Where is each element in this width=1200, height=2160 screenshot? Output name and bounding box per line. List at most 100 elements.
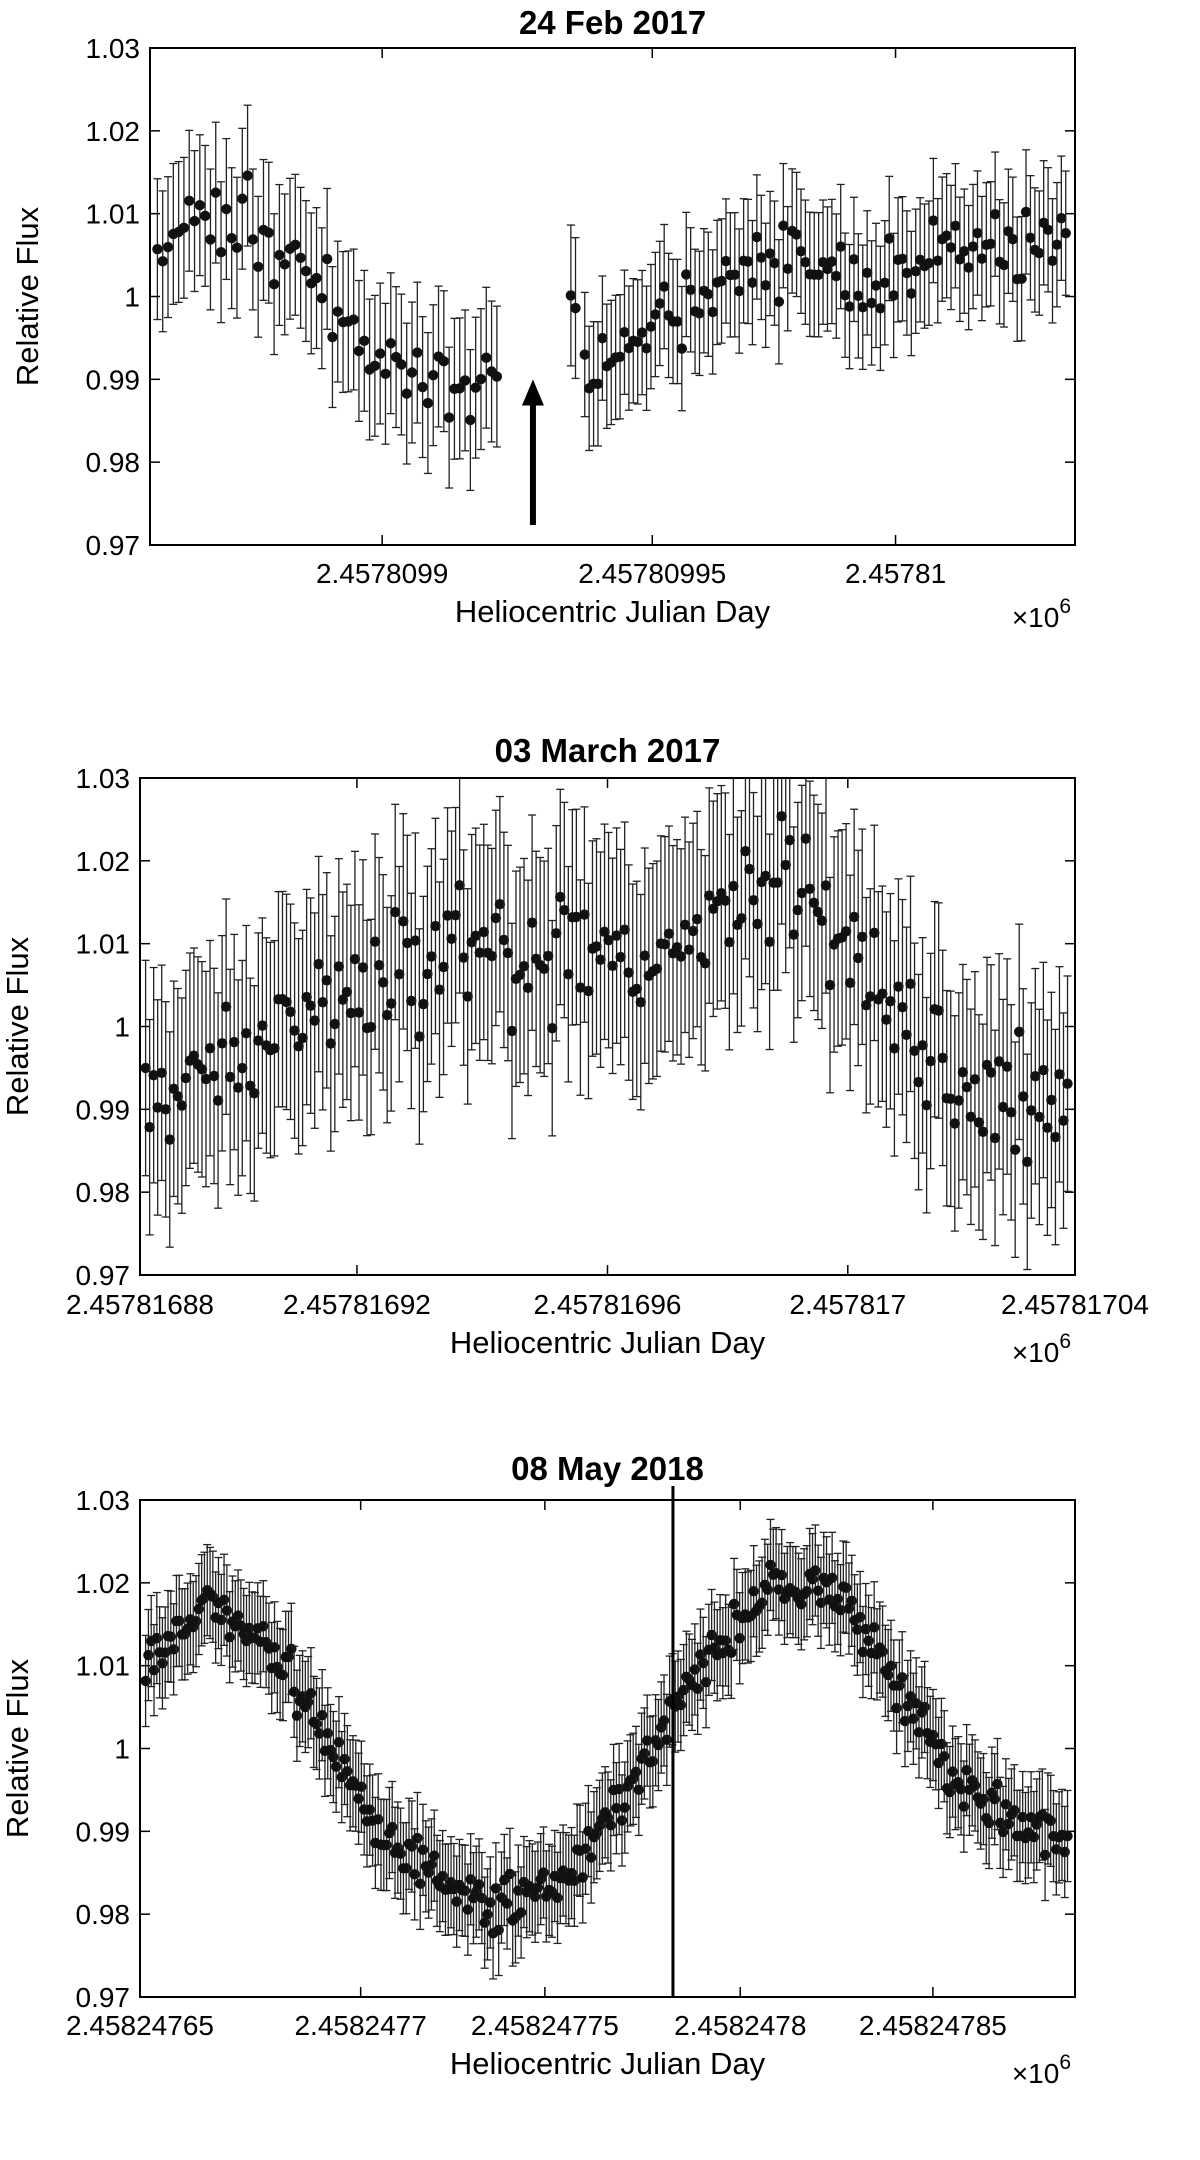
- x-tick-label: 2.457817: [789, 1289, 906, 1320]
- data-point: [685, 284, 696, 296]
- data-point: [857, 302, 868, 313]
- data-point: [989, 1132, 1001, 1144]
- data-point: [993, 1056, 1005, 1067]
- data-point: [635, 996, 646, 1008]
- data-point: [428, 370, 439, 381]
- data-point: [716, 275, 727, 287]
- data-point: [451, 1896, 462, 1907]
- data-point: [216, 1614, 227, 1626]
- data-point: [897, 1001, 908, 1013]
- data-point: [365, 1021, 377, 1033]
- data-point: [941, 230, 952, 241]
- data-point: [795, 246, 807, 257]
- data-point: [854, 1611, 866, 1623]
- data-point: [348, 314, 359, 325]
- y-tick-label: 1.03: [86, 33, 141, 64]
- data-point: [840, 926, 852, 937]
- data-point: [332, 306, 343, 317]
- data-point: [353, 1007, 365, 1018]
- data-point: [1059, 1846, 1070, 1858]
- data-point: [676, 343, 688, 354]
- data-point: [143, 1649, 154, 1661]
- data-point: [619, 327, 630, 338]
- data-point: [740, 846, 751, 857]
- data-point: [321, 975, 332, 986]
- data-point: [882, 1669, 894, 1681]
- data-point: [700, 1676, 712, 1688]
- data-point: [658, 281, 670, 292]
- data-series: [140, 1518, 1073, 1980]
- data-point: [751, 231, 763, 243]
- data-point: [897, 253, 908, 264]
- data-point: [210, 187, 221, 198]
- data-point: [707, 306, 718, 318]
- data-point: [591, 941, 602, 952]
- data-point: [426, 1859, 437, 1870]
- y-tick-label: 0.99: [76, 1094, 131, 1125]
- data-point: [636, 327, 648, 338]
- data-point: [607, 960, 618, 972]
- data-point: [857, 931, 868, 942]
- data-point: [199, 210, 211, 222]
- chart-title: 08 May 2018: [511, 1450, 704, 1487]
- y-tick-label: 0.99: [86, 364, 141, 395]
- data-point: [947, 1766, 958, 1777]
- chart-title: 24 Feb 2017: [519, 4, 706, 41]
- y-tick-label: 0.98: [76, 1177, 131, 1208]
- data-point: [639, 950, 651, 961]
- data-point: [274, 249, 285, 261]
- data-point: [976, 253, 988, 264]
- data-point: [1042, 1122, 1053, 1133]
- data-point: [337, 994, 349, 1005]
- data-point: [748, 1586, 759, 1597]
- data-point: [776, 1569, 787, 1581]
- data-point: [369, 360, 381, 372]
- data-point: [675, 1699, 687, 1711]
- data-point: [359, 335, 370, 347]
- data-point: [1014, 1026, 1025, 1038]
- data-point: [252, 261, 264, 272]
- data-point: [921, 1099, 932, 1111]
- data-point: [1058, 1115, 1069, 1126]
- data-point: [291, 1710, 303, 1721]
- data-point: [215, 247, 227, 258]
- data-point: [373, 960, 385, 971]
- data-point: [162, 241, 174, 253]
- data-point: [552, 1892, 563, 1904]
- x-multiplier: ×106: [1012, 1330, 1071, 1368]
- chart-title: 03 March 2017: [495, 732, 721, 769]
- data-point: [417, 381, 428, 393]
- data-point: [1050, 1131, 1061, 1143]
- data-point: [341, 986, 353, 998]
- data-point: [870, 280, 882, 291]
- data-point: [478, 926, 489, 938]
- data-point: [906, 288, 917, 299]
- data-point: [919, 1701, 930, 1713]
- data-point: [563, 969, 574, 980]
- data-point: [438, 961, 449, 973]
- data-point: [328, 1751, 339, 1763]
- x-tick-label: 2.45781688: [66, 1289, 214, 1320]
- x-multiplier-base: ×10: [1012, 2058, 1060, 2089]
- data-point: [1028, 1831, 1040, 1843]
- data-point: [231, 242, 243, 253]
- data-point: [812, 906, 824, 918]
- data-point: [339, 1753, 350, 1765]
- data-point: [504, 1868, 516, 1880]
- data-point: [835, 241, 846, 252]
- data-point: [309, 1015, 320, 1026]
- data-point: [301, 991, 312, 1003]
- data-point: [406, 995, 417, 1007]
- data-point: [385, 998, 397, 1009]
- data-point: [724, 936, 735, 948]
- data-point: [506, 1025, 518, 1037]
- data-point: [257, 1020, 268, 1031]
- data-point: [611, 930, 622, 941]
- data-point: [891, 1702, 902, 1714]
- data-point: [481, 352, 492, 363]
- data-point: [1045, 1815, 1056, 1827]
- y-tick-label: 1.03: [76, 1485, 131, 1516]
- y-tick-label: 1.01: [76, 1651, 131, 1682]
- x-multiplier-exponent: 6: [1059, 595, 1071, 618]
